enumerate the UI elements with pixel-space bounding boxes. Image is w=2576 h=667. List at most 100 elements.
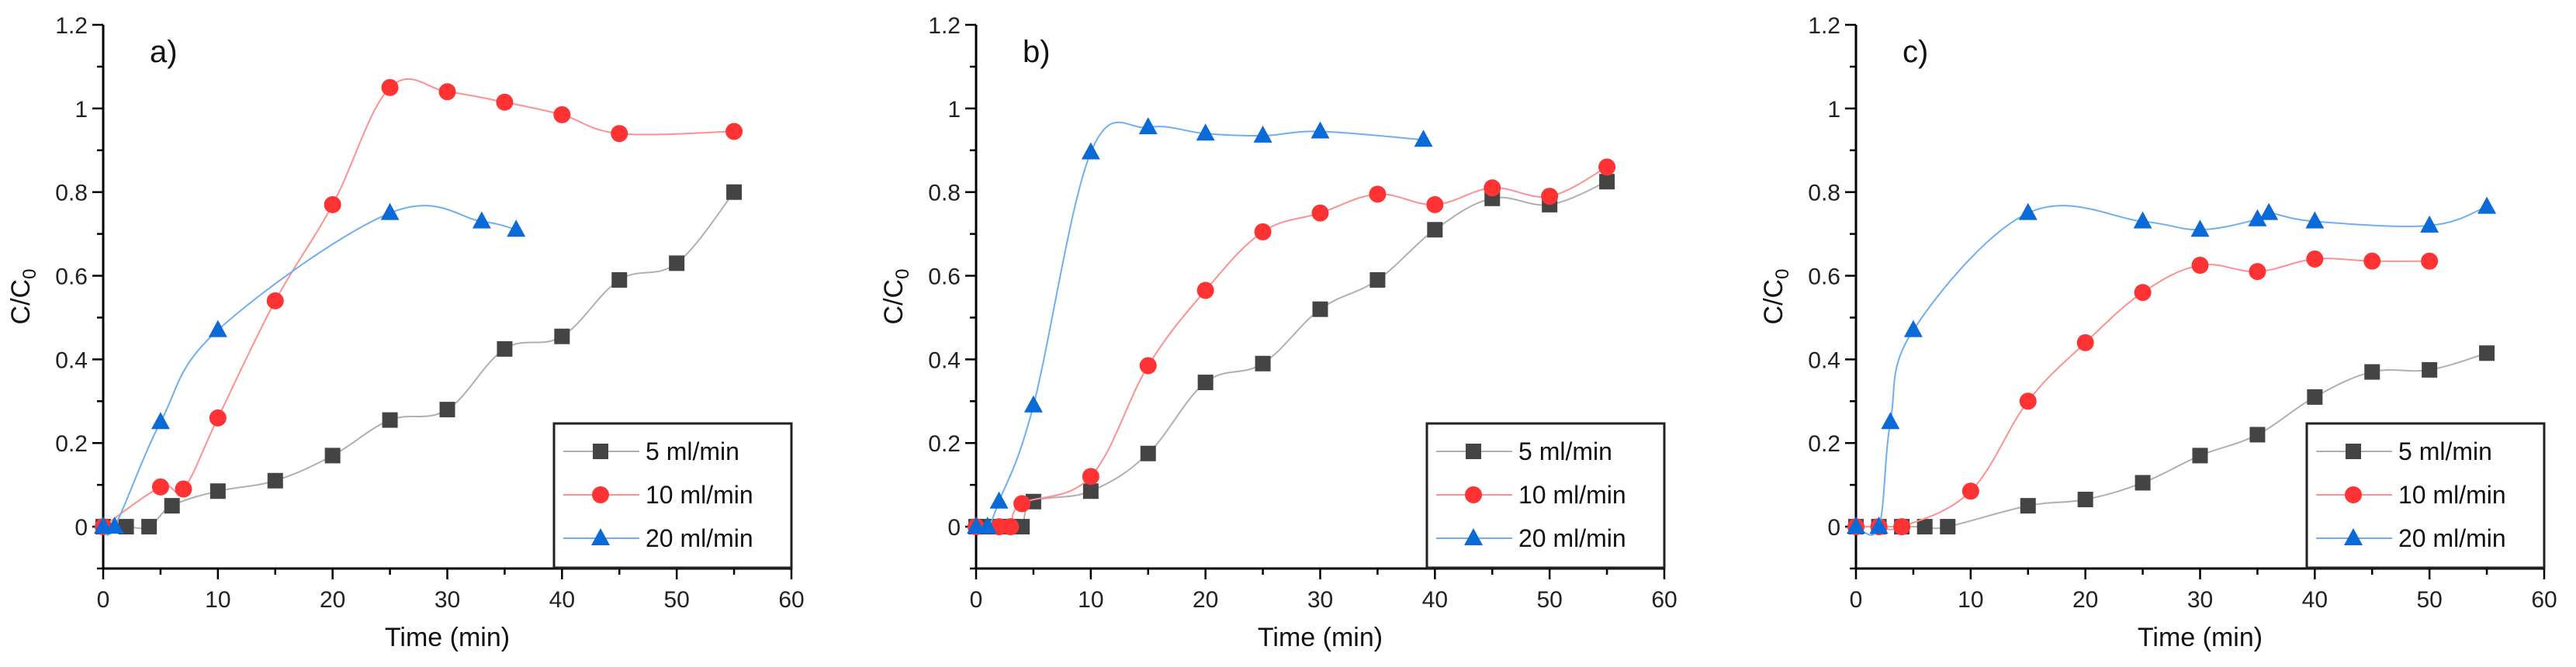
data-point	[151, 478, 169, 496]
y-tick-label: 0.4	[1808, 347, 1840, 373]
data-point	[2305, 211, 2325, 229]
data-point	[382, 412, 398, 428]
series-line	[102, 205, 517, 536]
data-point	[497, 340, 513, 357]
chart-panel-a: 0 10 20 30 40 50 60 0 0.2 0.4 0.6 0.8 1 1.2 Time (min)…	[6, 13, 805, 652]
series-20-ml-min	[94, 202, 526, 536]
data-point	[1255, 355, 1271, 372]
data-point	[2363, 252, 2381, 270]
y-axis-label-main: C/C	[879, 279, 909, 325]
x-axis-label: Time (min)	[385, 623, 510, 652]
data-point	[105, 517, 124, 534]
data-point	[1881, 412, 1900, 430]
legend-marker	[1464, 528, 1483, 545]
data-point	[1599, 174, 1615, 190]
data-point	[1140, 445, 1156, 461]
legend-marker	[592, 486, 609, 503]
y-tick-label: 1.2	[928, 13, 961, 39]
y-axis-label: C/C0	[1759, 269, 1793, 325]
x-tick-label: 10	[1078, 587, 1103, 613]
data-point	[209, 409, 227, 427]
y-tick-label: 0.6	[1808, 264, 1840, 290]
data-point	[381, 78, 399, 96]
data-point	[1961, 482, 1979, 500]
legend-marker	[2346, 444, 2361, 459]
data-point	[2477, 196, 2497, 214]
x-tick-label: 50	[663, 587, 689, 613]
y-tick-label: 0.2	[928, 431, 961, 457]
data-point	[611, 271, 628, 288]
y-axis-label-main: C/C	[1759, 279, 1788, 325]
data-point	[1598, 158, 1616, 176]
x-tick-label: 40	[1422, 587, 1448, 613]
data-point	[1311, 204, 1329, 222]
y-axis-label: C/C0	[6, 269, 40, 325]
series-10-ml-min	[95, 78, 743, 536]
data-point	[208, 320, 227, 337]
data-point	[1311, 121, 1330, 139]
data-point	[209, 483, 226, 499]
x-tick-label: 20	[2072, 587, 2098, 613]
data-point	[2020, 498, 2036, 514]
legend-label: 5 ml/min	[1518, 437, 1612, 465]
data-point	[1197, 375, 1214, 391]
x-tick-label: 50	[2416, 587, 2442, 613]
data-point	[2249, 263, 2266, 281]
legend-marker	[593, 444, 608, 459]
y-tick-label: 0	[74, 515, 88, 541]
data-point	[1312, 301, 1328, 317]
data-point	[1869, 517, 1889, 534]
y-tick-label: 1.2	[1808, 13, 1840, 39]
series-10-ml-min	[1847, 250, 2439, 536]
data-point	[2306, 250, 2324, 268]
data-point	[2190, 219, 2210, 237]
legend-label: 20 ml/min	[2398, 524, 2506, 552]
data-point	[141, 519, 158, 535]
data-point	[2248, 209, 2267, 226]
data-point	[2479, 345, 2495, 361]
data-point	[2420, 215, 2439, 233]
data-point	[1254, 223, 1272, 240]
x-tick-label: 60	[2531, 587, 2557, 613]
data-point	[324, 195, 341, 213]
data-point	[164, 498, 180, 514]
legend: 5 ml/min 10 ml/min 20 ml/min	[552, 422, 793, 569]
data-point	[1426, 195, 1444, 213]
data-point	[2307, 389, 2323, 405]
legend-label: 5 ml/min	[2398, 437, 2492, 465]
y-tick-label: 0.4	[928, 347, 961, 373]
data-point	[553, 105, 571, 123]
y-tick-label: 0.4	[55, 347, 88, 373]
data-point	[2076, 334, 2094, 351]
data-point	[1893, 518, 1911, 536]
x-axis-label: Time (min)	[2138, 623, 2263, 652]
data-point	[554, 328, 570, 344]
data-point	[989, 491, 1009, 509]
data-point	[380, 202, 400, 220]
data-point	[496, 93, 514, 111]
data-point	[324, 448, 341, 464]
data-point	[611, 125, 628, 143]
data-point	[2018, 202, 2038, 220]
data-point	[507, 219, 526, 237]
legend-label: 10 ml/min	[1518, 481, 1626, 509]
data-point	[978, 517, 997, 534]
legend: 5 ml/min 10 ml/min 20 ml/min	[2305, 422, 2546, 569]
x-tick-label: 30	[1307, 587, 1333, 613]
y-axis-label-subscript: 0	[892, 269, 913, 279]
data-point	[1081, 142, 1100, 160]
data-point	[1013, 495, 1031, 513]
x-tick-label: 40	[549, 587, 575, 613]
data-point	[2133, 211, 2152, 229]
x-tick-label: 20	[320, 587, 345, 613]
data-point	[2422, 361, 2438, 378]
x-tick-label: 0	[970, 587, 983, 613]
y-axis-label: C/C0	[879, 269, 913, 325]
series-20-ml-min	[1847, 196, 2497, 536]
legend-label: 10 ml/min	[646, 481, 753, 509]
data-point	[175, 480, 192, 498]
data-point	[2191, 257, 2209, 275]
y-tick-label: 0	[947, 515, 961, 541]
data-point	[1082, 483, 1099, 499]
data-point	[1139, 357, 1157, 375]
